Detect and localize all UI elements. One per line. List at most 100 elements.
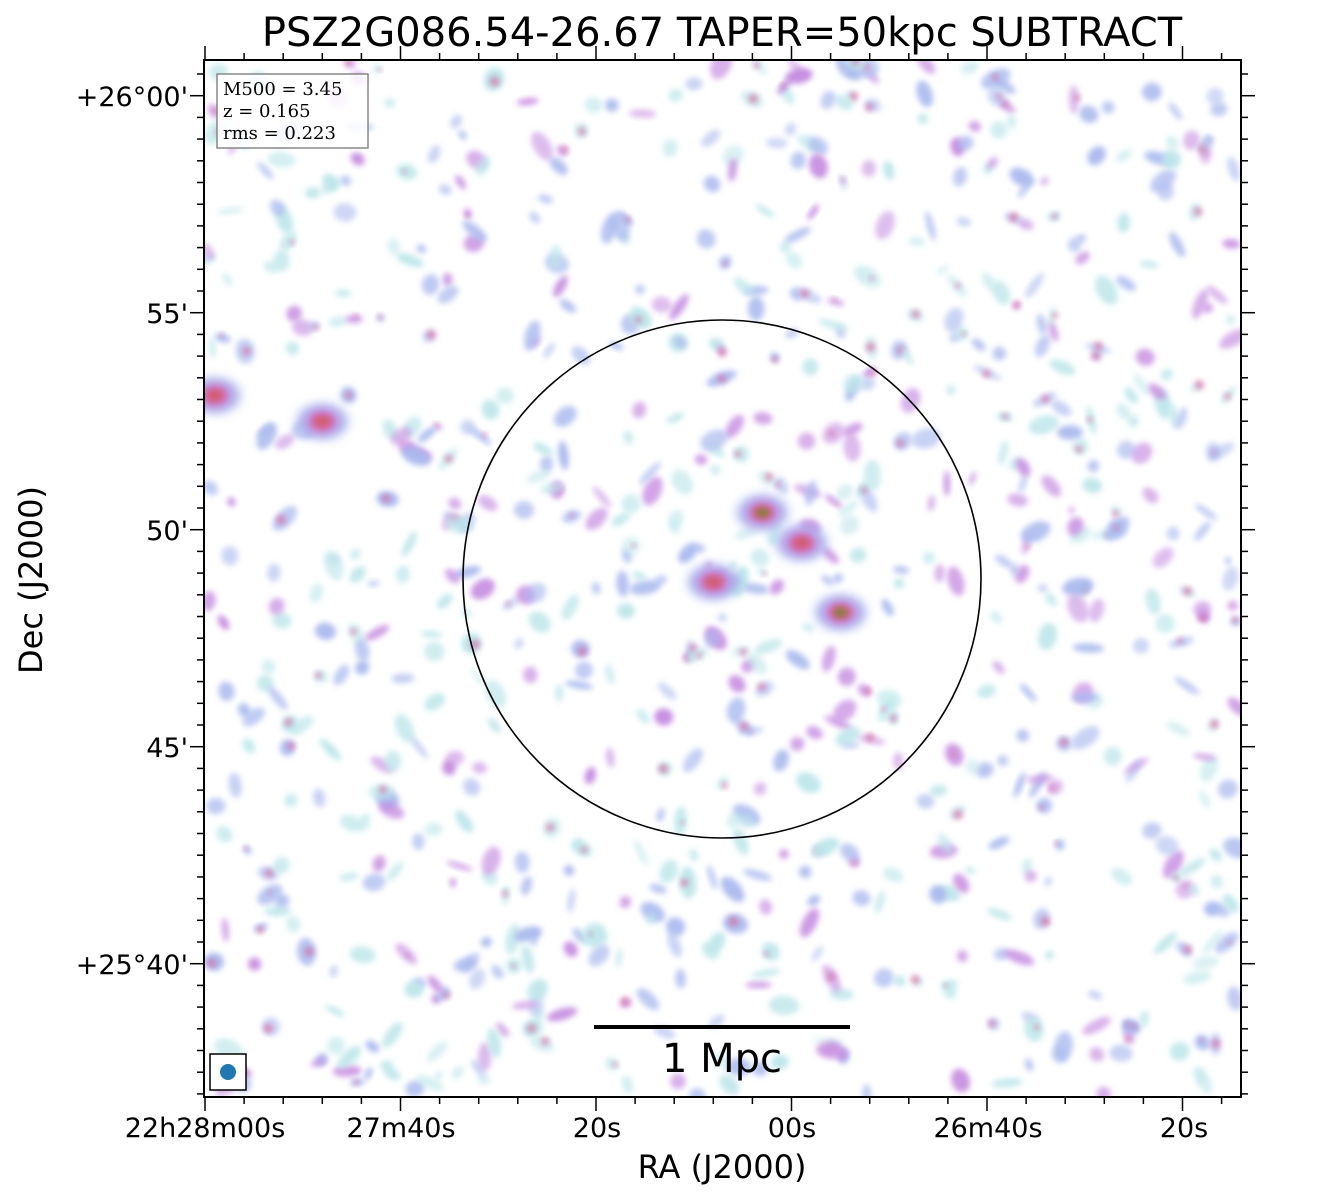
noise-blob <box>221 546 239 566</box>
noise-blob <box>1048 320 1059 342</box>
noise-blob <box>824 494 843 509</box>
noise-blob <box>437 285 459 304</box>
noise-blob <box>971 338 986 352</box>
noise-peak <box>312 324 319 331</box>
noise-blob <box>575 661 593 680</box>
noise-peak <box>489 76 500 87</box>
noise-blob <box>1193 601 1212 618</box>
noise-blob <box>742 583 769 595</box>
noise-blob <box>982 272 995 291</box>
noise-blob <box>670 1073 686 1090</box>
noise-blob <box>1072 643 1105 653</box>
noise-blob <box>362 873 386 892</box>
noise-blob <box>263 260 279 273</box>
noise-blob <box>653 1025 676 1039</box>
noise-blob <box>1009 167 1035 188</box>
noise-peak <box>1193 207 1203 216</box>
noise-blob <box>1165 136 1179 150</box>
noise-blob <box>729 561 737 571</box>
noise-blob <box>859 60 879 79</box>
noise-blob <box>666 917 686 937</box>
noise-blob <box>939 979 959 989</box>
noise-blob <box>1037 622 1057 651</box>
info-box: M500 = 3.45 z = 0.165 rms = 0.223 <box>216 73 369 149</box>
noise-peak <box>896 439 905 448</box>
noise-peak <box>868 275 874 281</box>
noise-peak <box>696 652 703 659</box>
noise-blob <box>1139 1010 1149 1027</box>
noise-blob <box>387 238 400 255</box>
noise-blob <box>1127 415 1139 428</box>
noise-blob <box>584 97 603 113</box>
noise-blob <box>1020 521 1051 543</box>
noise-blob <box>1222 893 1239 913</box>
noise-blob <box>753 782 767 796</box>
bright-source-5 <box>296 403 349 440</box>
noise-blob <box>409 735 429 759</box>
noise-blob <box>1024 870 1037 882</box>
noise-blob <box>694 454 708 465</box>
noise-blob <box>1117 212 1130 233</box>
noise-peak <box>511 963 516 969</box>
noise-peak <box>1124 1036 1132 1043</box>
noise-blob <box>976 762 994 778</box>
noise-blob <box>1124 757 1150 774</box>
noise-peak <box>465 213 470 218</box>
noise-blob <box>384 750 401 773</box>
noise-blob <box>1101 101 1115 114</box>
noise-blob <box>628 109 657 118</box>
noise-blob <box>852 890 871 906</box>
noise-peak <box>774 481 781 488</box>
noise-blob <box>1195 503 1218 521</box>
noise-blob <box>522 666 538 684</box>
noise-blob <box>1049 359 1076 376</box>
noise-blob <box>237 703 251 717</box>
noise-blob <box>365 1040 380 1053</box>
noise-blob <box>874 891 885 914</box>
noise-blob <box>417 426 436 443</box>
noise-blob <box>345 314 363 324</box>
noise-blob <box>539 455 554 473</box>
noise-blob <box>666 412 685 424</box>
noise-blob <box>567 888 576 913</box>
noise-blob <box>1175 407 1188 430</box>
noise-blob <box>656 807 665 823</box>
noise-peak <box>1173 874 1179 881</box>
noise-blob <box>1174 676 1200 695</box>
noise-blob <box>636 988 660 1011</box>
noise-blob <box>769 579 784 595</box>
noise-blob <box>1142 822 1162 839</box>
noise-peak <box>501 890 509 897</box>
noise-blob <box>1021 857 1033 874</box>
noise-blob <box>1219 329 1241 349</box>
noise-blob <box>703 175 721 193</box>
noise-blob <box>953 166 967 187</box>
noise-blob <box>678 542 698 564</box>
noise-blob <box>455 810 474 833</box>
noise-blob <box>216 207 244 215</box>
noise-peak <box>1038 804 1044 811</box>
noise-blob <box>840 514 859 535</box>
noise-blob <box>516 97 539 106</box>
noise-blob <box>1225 556 1232 565</box>
noise-blob <box>605 1057 618 1071</box>
noise-blob <box>243 845 252 855</box>
noise-blob <box>319 738 341 761</box>
noise-peak <box>1112 510 1119 518</box>
noise-blob <box>708 1014 725 1029</box>
noise-blob <box>797 432 816 450</box>
noise-peak <box>870 370 877 377</box>
beam-ellipse <box>220 1064 236 1080</box>
noise-blob <box>572 928 586 943</box>
noise-blob <box>424 822 443 837</box>
noise-peak <box>377 67 382 72</box>
noise-peak <box>353 314 359 319</box>
noise-blob <box>929 784 948 797</box>
noise-blob <box>632 571 647 581</box>
noise-blob <box>481 399 500 420</box>
noise-blob <box>339 872 359 881</box>
noise-peak <box>1008 212 1019 223</box>
noise-peak <box>263 1023 273 1034</box>
noise-blob <box>521 945 535 974</box>
noise-blob <box>632 401 647 419</box>
